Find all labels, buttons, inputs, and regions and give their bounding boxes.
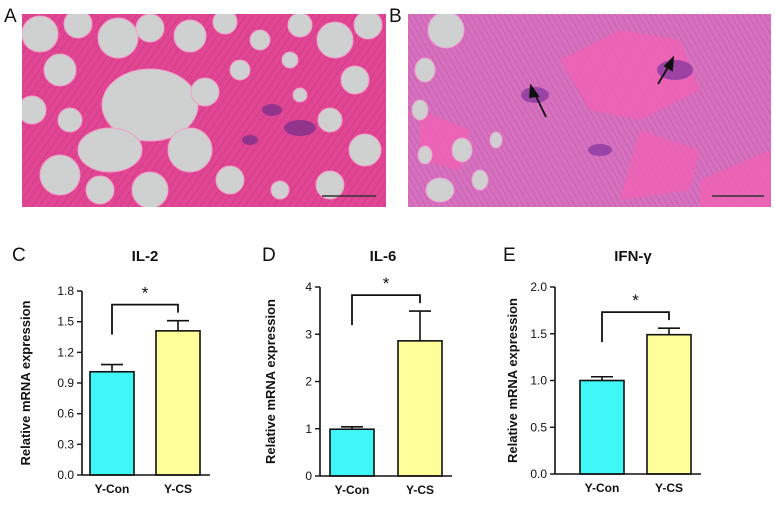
panel-label-e: E <box>503 245 516 266</box>
y-tick-label: 0.5 <box>530 420 547 434</box>
bar-y-cs <box>646 333 692 475</box>
y-tick-label: 0.3 <box>57 437 74 451</box>
x-tick-label: Y-Con <box>95 482 130 496</box>
y-tick-label: 0.9 <box>57 376 74 390</box>
y-tick-label: 1.0 <box>530 374 547 388</box>
y-tick-label: 1.5 <box>530 327 547 341</box>
panel-label-d: D <box>262 245 276 266</box>
y-tick-label: 1 <box>305 422 312 436</box>
bar-y-cs <box>397 340 443 477</box>
y-tick-label: 2.0 <box>530 280 547 294</box>
y-tick-label: 1.2 <box>57 345 74 359</box>
chart-il6: IL-6 Relative mRNA expression Y-Con Y-CS 0 1 2… <box>263 248 452 497</box>
significance-star: * <box>142 284 149 303</box>
y-tick-label: 2 <box>305 375 312 389</box>
bar-y-con <box>579 379 625 475</box>
chart-il2: IL-2 Relative mRNA expression Y-Con Y-CS 0.0… <box>18 248 210 496</box>
chart-ifng: IFN-γ Relative mRNA expression Y-Con Y-CS 0.… <box>505 248 701 495</box>
x-tick-label: Y-Con <box>335 483 370 497</box>
chart-title: IL-2 <box>132 248 159 265</box>
y-tick-label: 0.6 <box>57 407 74 421</box>
panel-label-b: B <box>389 6 402 27</box>
y-tick-label: 0.0 <box>530 467 547 481</box>
bar-y-con <box>89 370 135 476</box>
x-tick-label: Y-Con <box>585 481 620 495</box>
panel-label-c: C <box>12 245 26 266</box>
y-tick-label: 0.0 <box>57 468 74 482</box>
x-tick-label: Y-CS <box>406 483 434 497</box>
y-axis-label: Relative mRNA expression <box>505 298 520 463</box>
chart-title: IFN-γ <box>614 248 652 265</box>
significance-bracket <box>351 294 421 326</box>
y-tick-label: 4 <box>305 280 312 294</box>
y-tick-label: 3 <box>305 327 312 341</box>
y-axis-label: Relative mRNA expression <box>18 300 33 465</box>
significance-bracket <box>111 303 179 335</box>
y-tick-label: 1.8 <box>57 284 74 298</box>
y-axis-label: Relative mRNA expression <box>263 299 278 464</box>
bar-y-cs <box>155 330 201 476</box>
histology-image-b <box>408 14 771 207</box>
significance-bracket <box>601 311 670 343</box>
y-tick-label: 1.5 <box>57 315 74 329</box>
histology-image-a <box>22 14 386 207</box>
y-tick-label: 0 <box>305 469 312 483</box>
x-tick-label: Y-CS <box>655 481 683 495</box>
significance-star: * <box>383 274 390 293</box>
chart-title: IL-6 <box>370 248 397 265</box>
panel-label-a: A <box>4 6 17 27</box>
bar-y-con <box>329 428 375 477</box>
x-tick-label: Y-CS <box>164 482 192 496</box>
significance-star: * <box>632 291 639 310</box>
